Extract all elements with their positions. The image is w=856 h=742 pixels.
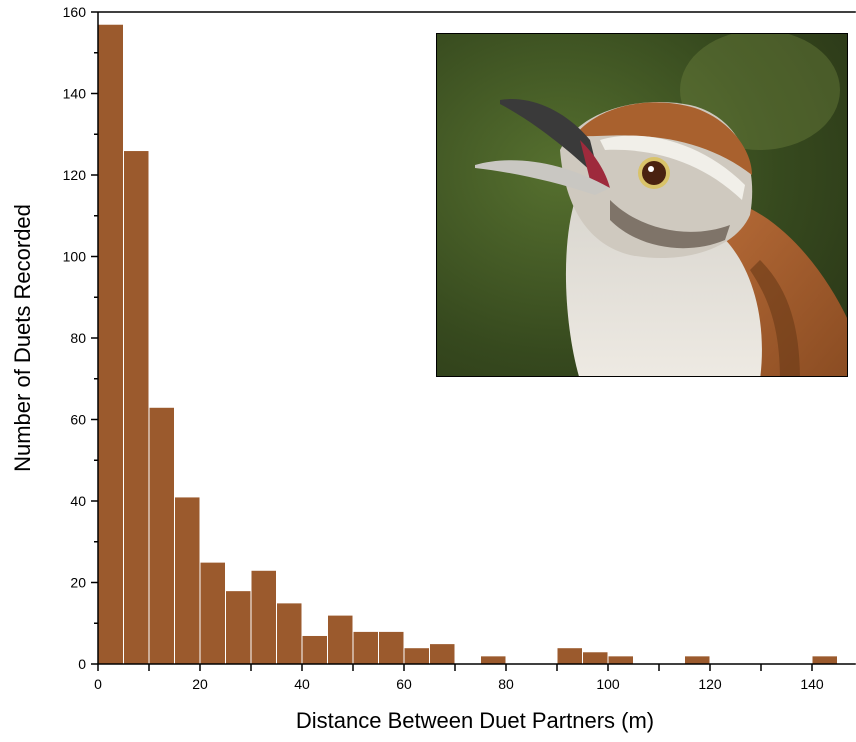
bar [226, 591, 252, 664]
bar [149, 407, 175, 664]
y-tick-label: 20 [70, 575, 86, 591]
bar [124, 151, 150, 664]
bar [328, 615, 354, 664]
x-tick-label: 40 [294, 676, 310, 692]
bar [98, 24, 124, 664]
x-tick-label: 80 [498, 676, 514, 692]
bar [608, 656, 634, 664]
y-tick-label: 160 [63, 4, 87, 20]
bar [200, 562, 226, 664]
y-axis-title: Number of Duets Recorded [10, 204, 35, 472]
bar [251, 570, 277, 664]
y-tick-label: 40 [70, 493, 86, 509]
bar [379, 631, 405, 664]
bar [277, 603, 303, 664]
bar [481, 656, 507, 664]
inset-photo [436, 30, 848, 380]
bar [353, 631, 379, 664]
bar [430, 644, 456, 664]
x-tick-label: 0 [94, 676, 102, 692]
bar [175, 497, 201, 664]
y-tick-label: 100 [63, 249, 87, 265]
bar [812, 656, 838, 664]
y-tick-label: 80 [70, 330, 86, 346]
x-axis-title: Distance Between Duet Partners (m) [296, 708, 654, 733]
x-tick-label: 20 [192, 676, 208, 692]
bar [302, 635, 328, 664]
x-tick-label: 60 [396, 676, 412, 692]
y-tick-label: 140 [63, 86, 87, 102]
chart: 020406080100120140160020406080100120140 … [0, 0, 856, 742]
bar [685, 656, 711, 664]
x-tick-label: 120 [698, 676, 722, 692]
bar [557, 648, 583, 664]
bar [404, 648, 430, 664]
y-tick-label: 120 [63, 167, 87, 183]
y-tick-label: 60 [70, 412, 86, 428]
x-tick-label: 100 [596, 676, 620, 692]
bar [583, 652, 609, 664]
y-tick-label: 0 [78, 656, 86, 672]
x-tick-label: 140 [800, 676, 824, 692]
